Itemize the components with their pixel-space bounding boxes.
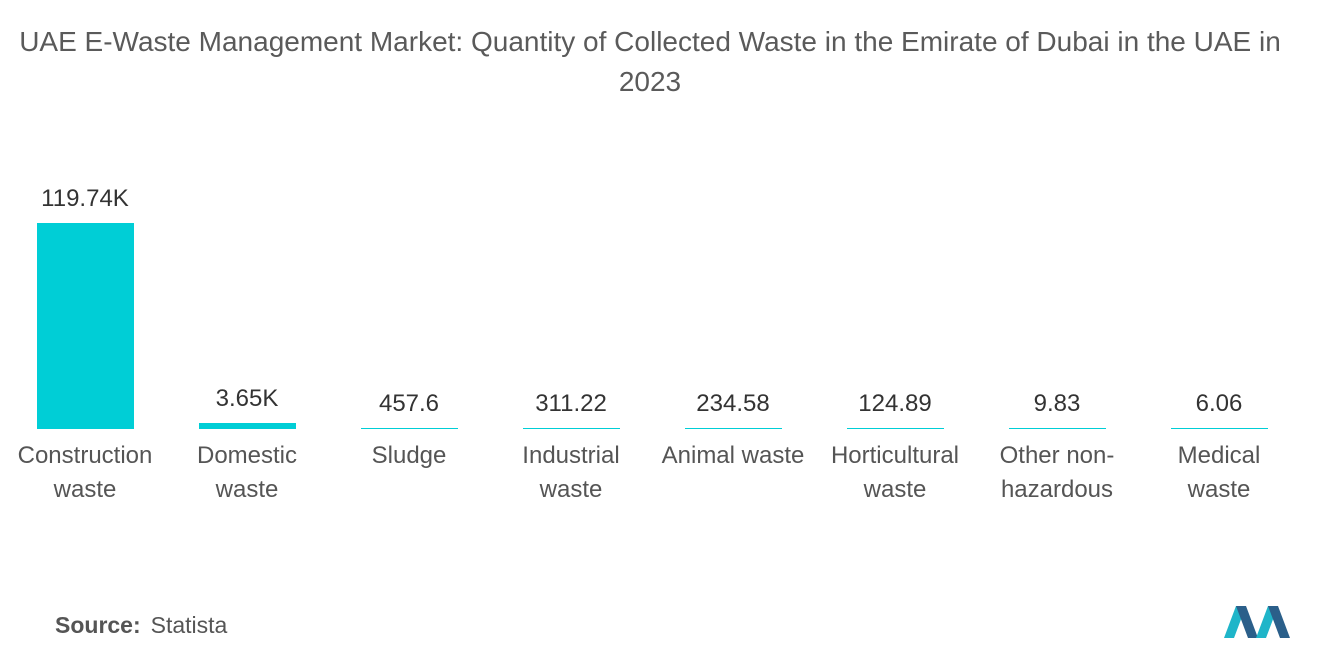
x-tick-label: Domestic waste <box>196 442 298 503</box>
value-label: 6.06 <box>1195 389 1243 417</box>
chart-title: UAE E-Waste Management Market: Quantity … <box>19 26 1281 97</box>
value-label: 9.83 <box>1033 389 1081 417</box>
bar <box>36 223 134 429</box>
source: Source: Statista <box>55 612 227 639</box>
bar <box>1170 427 1268 429</box>
value-label: 234.58 <box>696 389 770 417</box>
value-label: 311.22 <box>535 389 607 417</box>
value-label: 457.6 <box>378 389 440 417</box>
logo <box>1224 606 1290 638</box>
x-tick-label: Animal waste <box>661 442 805 469</box>
x-tick-label: Horticultural waste <box>830 442 960 503</box>
value-label: 119.74K <box>41 185 129 212</box>
value-label: 124.89 <box>858 389 932 417</box>
bar <box>198 422 296 429</box>
bar <box>522 427 620 429</box>
value-label: 3.65K <box>215 384 279 412</box>
bar <box>684 427 782 429</box>
bar <box>360 427 458 429</box>
x-tick-label: Medical waste <box>1177 442 1261 503</box>
source-name: Statista <box>150 612 228 638</box>
x-tick-label: Other non-hazardous <box>999 442 1115 503</box>
x-tick-label: Industrial waste <box>522 442 620 503</box>
x-tick-label: Sludge <box>371 442 447 469</box>
source-label: Source: <box>55 612 141 638</box>
bar <box>846 427 944 429</box>
x-tick-label: Construction waste <box>17 442 153 503</box>
bar <box>1008 427 1106 429</box>
